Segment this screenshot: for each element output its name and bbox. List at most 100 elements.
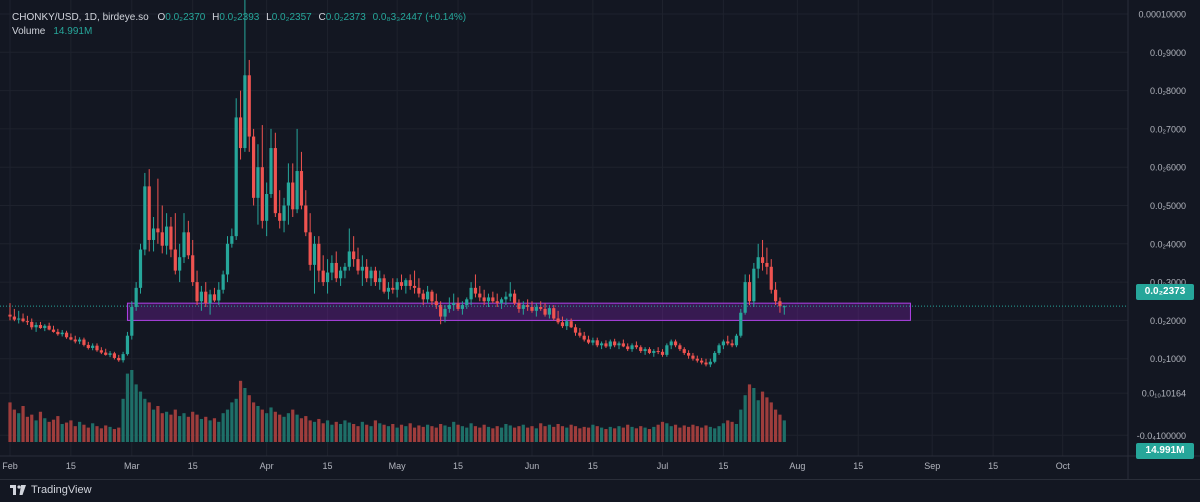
candle-body (726, 341, 730, 344)
x-tick-label: 15 (453, 461, 463, 471)
candle-body (530, 306, 534, 311)
y-tick-label: 0.00010000 (1138, 10, 1186, 20)
volume-bar (517, 426, 521, 442)
volume-bar (112, 429, 116, 442)
volume-bar (295, 414, 299, 442)
volume-bar (456, 424, 460, 442)
volume-bar (469, 423, 473, 442)
volume-bar (191, 411, 195, 442)
candle-body (691, 355, 695, 359)
candle-body (700, 360, 704, 363)
candle-body (760, 257, 765, 263)
volume-bar (765, 397, 769, 442)
candle-body (56, 331, 60, 335)
candle-body (543, 308, 547, 315)
candle-body (312, 243, 317, 265)
candle-body (125, 335, 130, 355)
candle-body (499, 299, 504, 304)
candle-body (417, 287, 421, 294)
candle-body (491, 297, 495, 302)
candle-body (573, 327, 578, 333)
volume-bar (330, 424, 334, 442)
volume-bar (395, 427, 399, 442)
volume-bar (687, 426, 691, 442)
volume-bar (774, 409, 778, 442)
candle-body (369, 270, 373, 279)
x-tick-label: 15 (188, 461, 198, 471)
volume-bar (217, 421, 221, 442)
volume-bar (243, 388, 247, 442)
volume-bar (334, 421, 338, 442)
x-tick-label: 15 (718, 461, 728, 471)
candle-body (665, 345, 669, 355)
volume-bar (256, 406, 260, 442)
volume-bar (634, 428, 638, 442)
volume-bar (369, 426, 373, 442)
footer-bar: TradingView (0, 479, 1200, 502)
volume-bar (347, 422, 351, 442)
volume-legend: Volume 14.991M (12, 25, 92, 39)
candle-body (695, 358, 699, 361)
candle-body (256, 167, 260, 198)
candle-body (86, 344, 90, 348)
candle-body (569, 321, 573, 328)
volume-bar (43, 418, 47, 442)
open-label: O (157, 12, 166, 23)
volume-bar (386, 426, 391, 442)
volume-bar (595, 426, 599, 442)
candle-body (299, 171, 304, 206)
volume-bar (613, 428, 617, 442)
candle-body (578, 332, 582, 336)
volume-bar (117, 427, 121, 442)
y-tick-label: 0.0₁₀10164 (1142, 389, 1186, 399)
volume-bar (560, 426, 565, 442)
volume-bar (665, 423, 669, 442)
candle-body (130, 306, 134, 336)
volume-bar (265, 413, 269, 442)
candle-body (552, 308, 556, 319)
candle-body (621, 343, 625, 347)
candle-body (604, 343, 608, 347)
low-value: 0.0₂2357 (271, 12, 312, 23)
candle-body (143, 186, 147, 250)
candle-body (534, 306, 538, 311)
open-value: 0.0₂2370 (165, 12, 206, 23)
volume-bar (12, 409, 16, 442)
low-label: L (266, 12, 272, 23)
x-tick-label: 15 (323, 461, 333, 471)
candle-body (204, 291, 208, 304)
candle-body (191, 255, 195, 283)
x-tick-label: Sep (924, 461, 940, 471)
volume-bar (643, 427, 647, 442)
y-tick-label: -0.0₄100000 (1137, 431, 1186, 441)
volume-bar (486, 426, 491, 442)
candle-body (582, 335, 586, 340)
candle-body (151, 228, 156, 240)
tradingview-logo[interactable]: TradingView (10, 484, 92, 496)
volume-bar (134, 384, 138, 442)
volume-bar (578, 428, 582, 442)
volume-bar (695, 426, 699, 442)
candle-body (586, 339, 591, 343)
candle-body (595, 340, 599, 346)
volume-bar (282, 416, 286, 442)
volume-bar (121, 398, 125, 442)
volume-bar (669, 426, 673, 442)
y-tick-label: 0.0₂1000 (1150, 354, 1186, 364)
volume-bar (130, 370, 134, 442)
volume-bar (708, 426, 712, 442)
candle-body (21, 318, 25, 322)
candle-body (434, 301, 438, 306)
candle-body (347, 251, 351, 267)
volume-bar (495, 426, 499, 442)
volume-bar (452, 421, 456, 442)
volume-bar (247, 395, 251, 442)
volume-bar (195, 414, 199, 442)
volume-bar (182, 413, 186, 442)
candle-body (108, 353, 112, 355)
candle-body (95, 345, 99, 351)
volume-bar (51, 419, 56, 442)
volume-bar (178, 416, 182, 442)
volume-bar (339, 424, 343, 442)
